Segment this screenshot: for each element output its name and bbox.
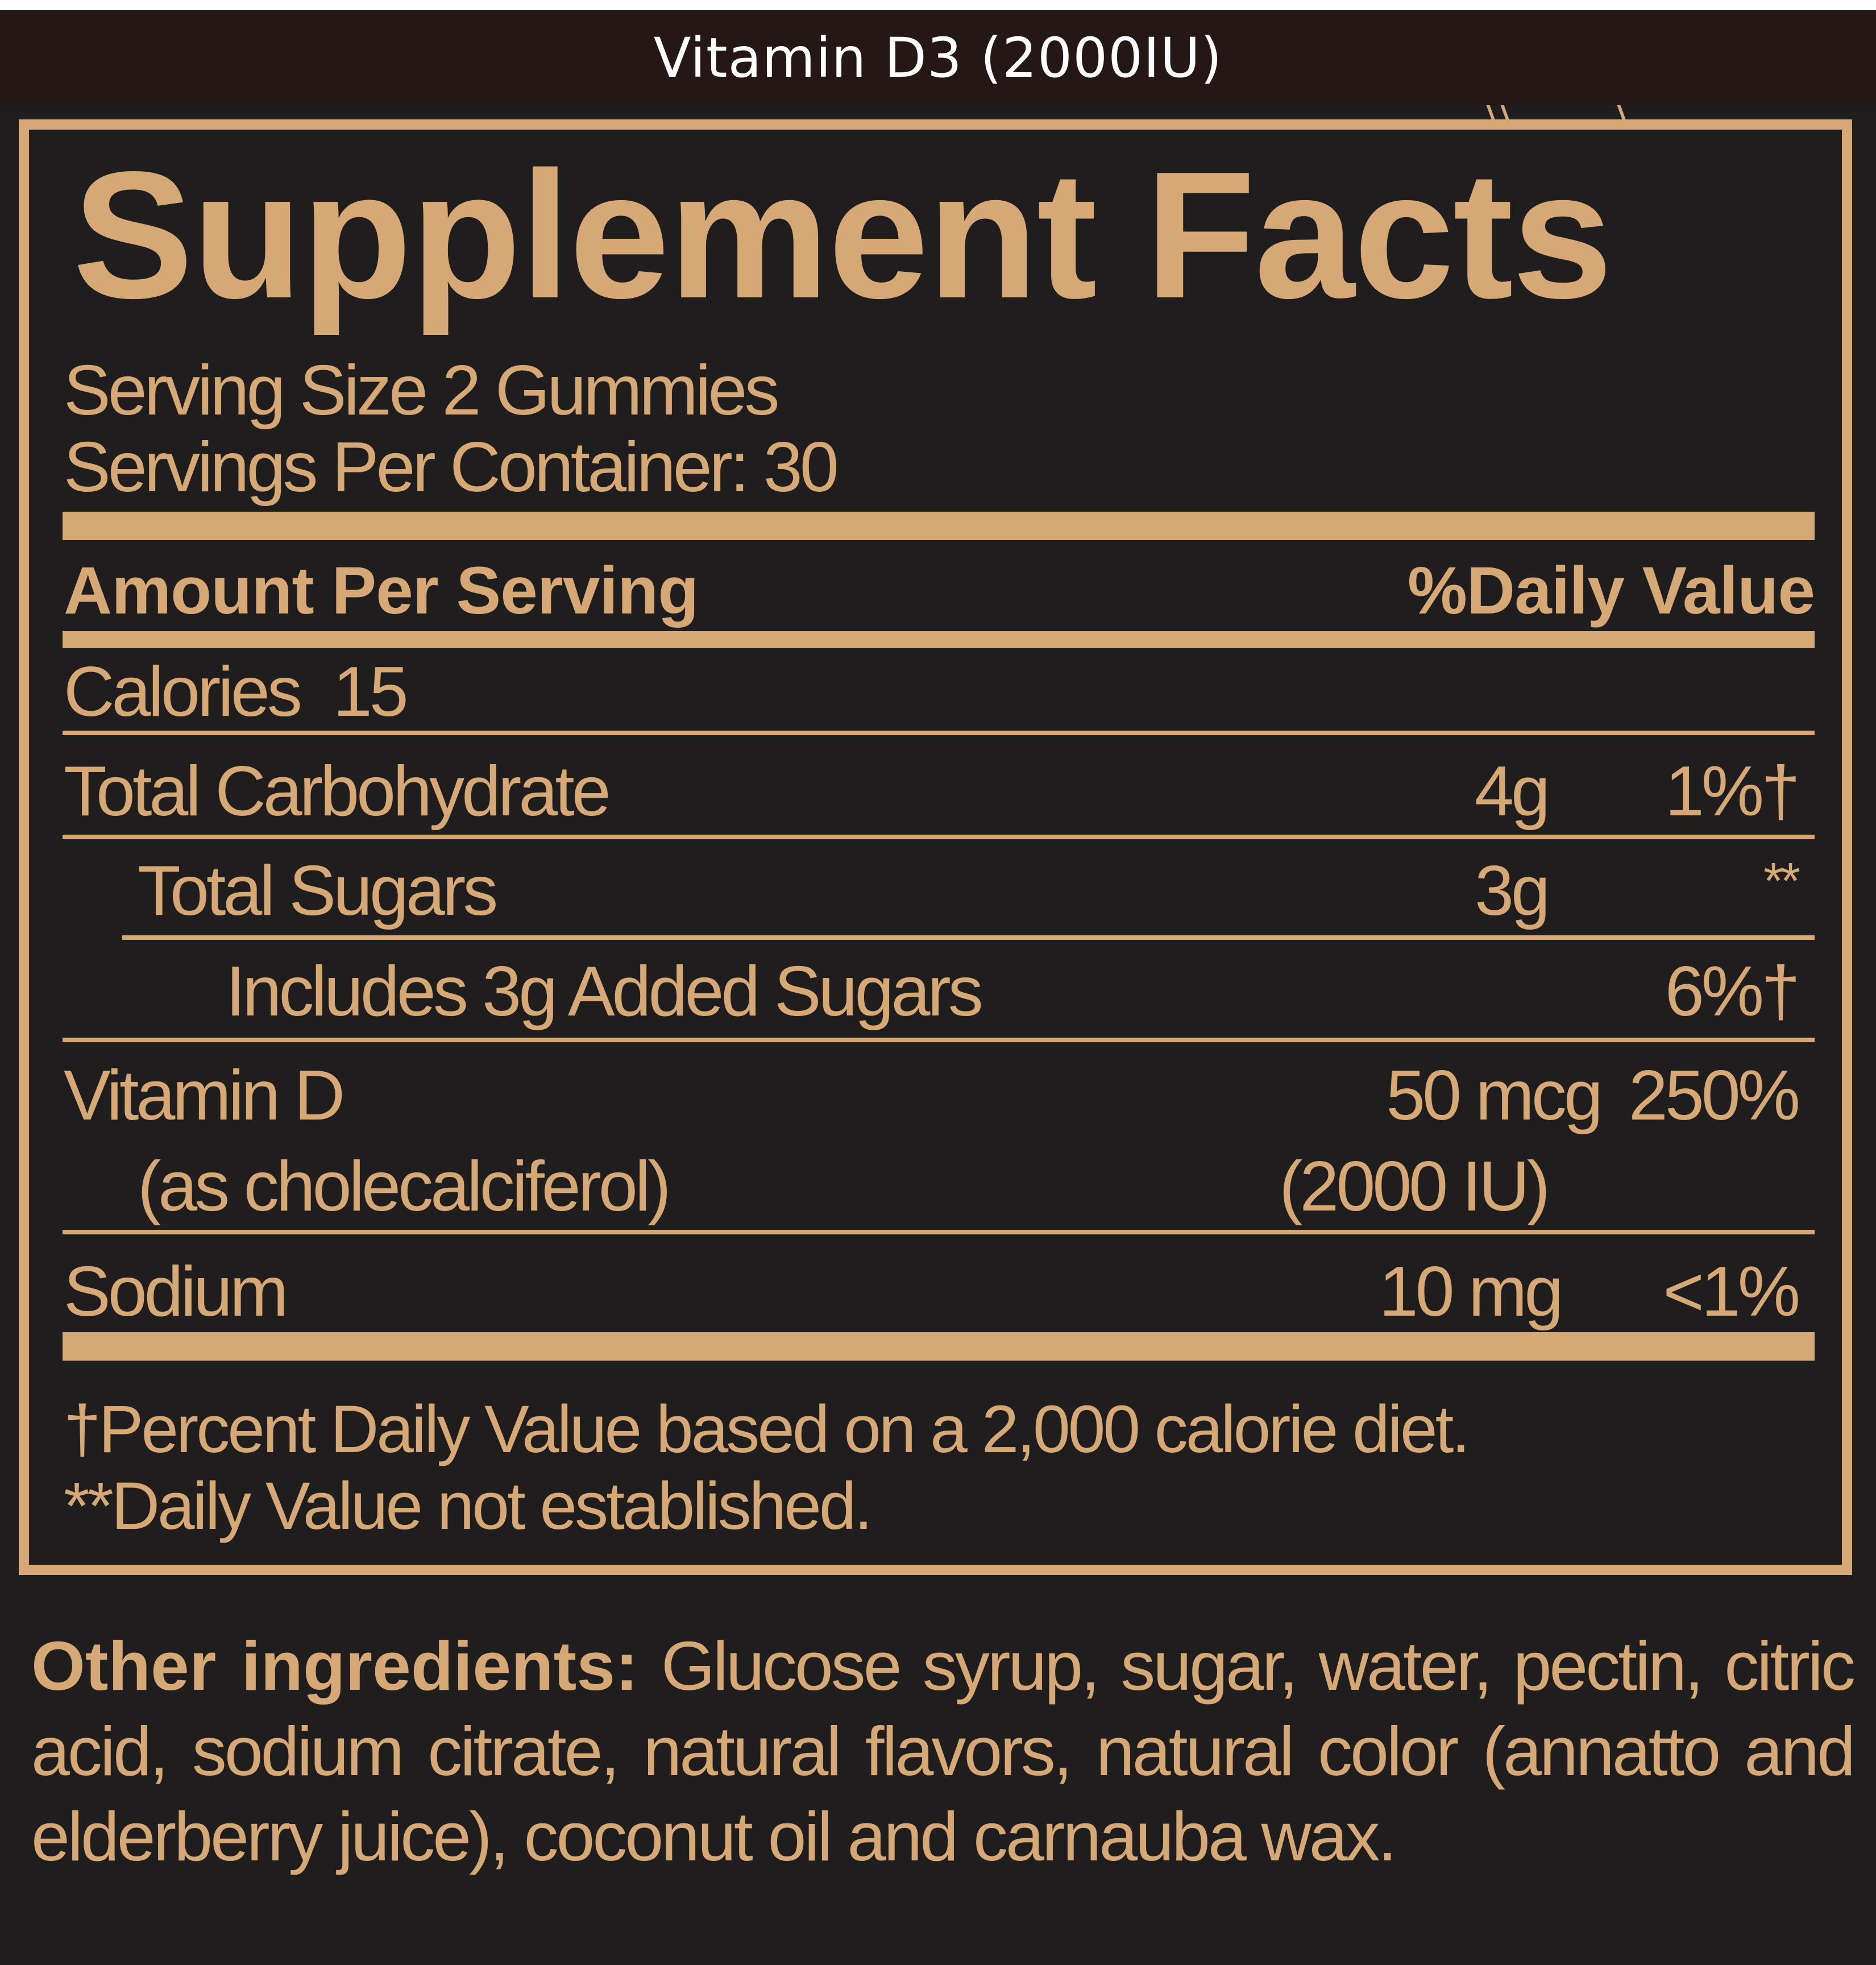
nutrient-amount: (2000 IU) <box>1279 1147 1550 1226</box>
thin-divider <box>122 935 1815 940</box>
facts-title: Supplement Facts <box>73 134 1613 336</box>
nutrient-row: Sodium 10 mg <1% <box>64 1253 1800 1331</box>
page-title: Vitamin D3 (2000IU) <box>653 26 1223 90</box>
nutrient-dv: 250% <box>1628 1056 1800 1135</box>
serving-size: Serving Size 2 Gummies <box>64 351 779 430</box>
nutrient-row: Vitamin D 50 mcg 250% <box>64 1056 1800 1135</box>
thick-divider <box>63 512 1815 540</box>
nutrient-row: Total Carbohydrate 4g 1%† <box>64 752 1800 831</box>
nutrient-amount: 10 mg <box>1379 1253 1564 1331</box>
nutrient-name: Sodium <box>64 1253 288 1331</box>
top-strip <box>0 0 1876 10</box>
thin-divider <box>63 835 1815 839</box>
nutrient-name: Includes 3g Added Sugars <box>226 952 983 1031</box>
dv-header: %Daily Value <box>1407 553 1815 628</box>
calories: Calories 15 <box>64 653 409 731</box>
footnote-not-established: **Daily Value not established. <box>64 1469 873 1544</box>
nutrient-name: Total Carbohydrate <box>64 752 611 831</box>
thin-divider <box>63 1230 1815 1234</box>
medium-divider <box>63 631 1815 648</box>
amount-header: Amount Per Serving <box>64 553 699 628</box>
thin-divider <box>63 731 1815 735</box>
nutrient-dv: 6%† <box>1665 952 1800 1031</box>
nutrient-dv: <1% <box>1663 1253 1800 1331</box>
nutrient-name: (as cholecalciferol) <box>138 1147 671 1226</box>
calories-row: Calories 15 <box>64 657 1798 727</box>
nutrient-row: Total Sugars 3g ** <box>64 852 1800 930</box>
nutrient-name: Total Sugars <box>138 852 498 930</box>
nutrient-name: Vitamin D <box>64 1056 345 1135</box>
page-header: Vitamin D3 (2000IU) <box>0 10 1876 105</box>
thin-divider <box>63 1038 1815 1042</box>
ingredients-text: Glucose syrup, sugar, water, pectin, cit… <box>31 1627 1856 1875</box>
nutrient-dv: ** <box>1763 853 1800 910</box>
thick-divider <box>63 1332 1815 1361</box>
column-header-row: Amount Per Serving %Daily Value <box>64 553 1815 628</box>
other-ingredients: Other ingredients: Glucose syrup, sugar,… <box>31 1623 1856 1879</box>
nutrient-row: Includes 3g Added Sugars 6%† <box>64 952 1800 1031</box>
ingredients-label: Other ingredients: <box>31 1627 638 1705</box>
supplement-facts-panel <box>19 119 1852 1575</box>
nutrient-amount: 50 mcg <box>1386 1056 1603 1135</box>
nutrient-dv: 1%† <box>1665 752 1800 831</box>
footnote-daily-value: †Percent Daily Value based on a 2,000 ca… <box>64 1392 1470 1467</box>
servings-per-container: Servings Per Container: 30 <box>64 428 839 507</box>
nutrient-row: (as cholecalciferol) (2000 IU) <box>64 1151 1798 1222</box>
